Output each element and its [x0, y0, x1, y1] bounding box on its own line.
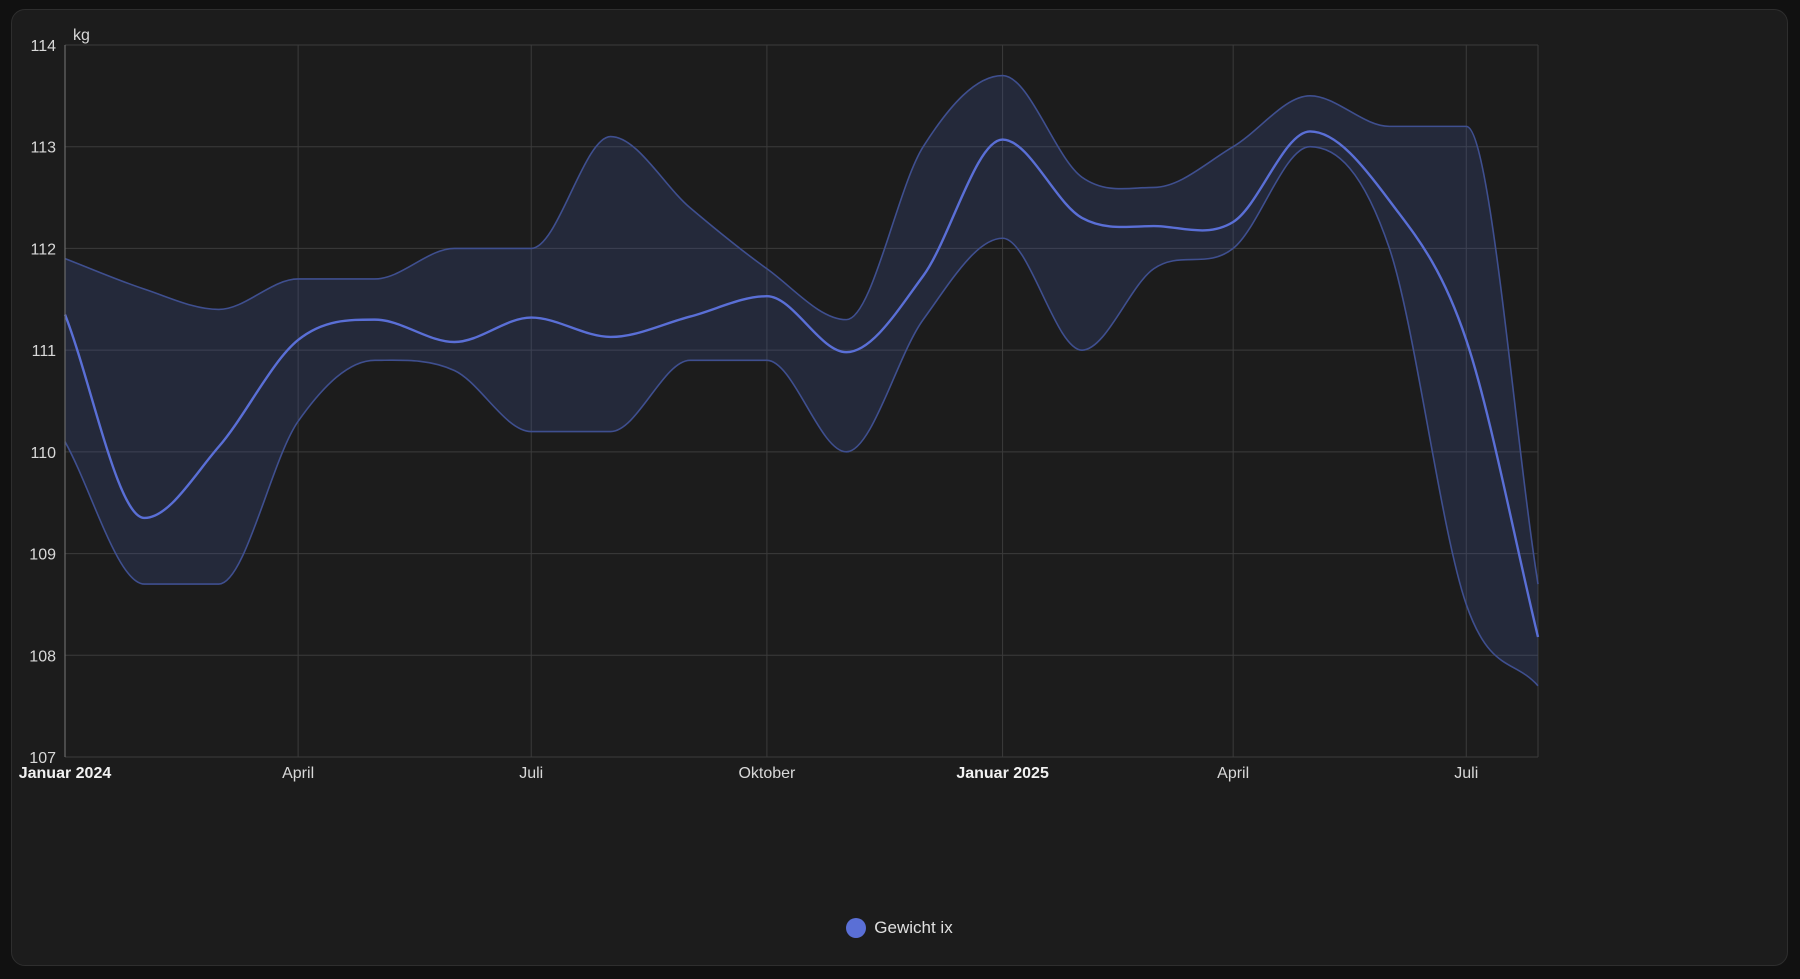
x-tick-label: April: [1217, 765, 1249, 782]
legend-swatch[interactable]: [846, 918, 867, 938]
min-max-band: [64, 74, 1539, 687]
y-tick-label: 109: [29, 547, 56, 564]
min-max-band-area: [65, 75, 1538, 686]
y-tick-label: 110: [30, 445, 56, 462]
weight-chart: 107 108 109 110 111 112 113 114 Januar 2024 April…: [19, 27, 1540, 782]
grid: [64, 44, 1539, 758]
mean-line[interactable]: [63, 130, 1540, 638]
y-axis-unit-label: kg: [73, 27, 90, 44]
y-tick-label: 112: [30, 241, 56, 258]
chart-card: 107 108 109 110 111 112 113 114 Januar 2024 April…: [11, 9, 1788, 966]
x-tick-label: Juli: [519, 765, 543, 782]
y-tick-label: 107: [29, 750, 56, 767]
y-tick-label: 113: [30, 140, 56, 157]
y-tick-label: 114: [30, 38, 56, 55]
x-tick-label: Oktober: [738, 765, 796, 782]
axes: 107 108 109 110 111 112 113 114 Januar 2024 April…: [19, 38, 1479, 782]
mean-series: [63, 130, 1540, 638]
x-tick-label: Juli: [1454, 765, 1478, 782]
x-tick-label: Januar 2025: [956, 765, 1049, 782]
legend[interactable]: Gewicht ix: [12, 918, 1787, 938]
min-line: [64, 145, 1539, 687]
y-tick-label: 111: [32, 343, 56, 360]
y-tick-label: 108: [29, 648, 56, 665]
x-tick-label: Januar 2024: [19, 765, 112, 782]
legend-label[interactable]: Gewicht ix: [874, 918, 953, 937]
x-tick-label: April: [282, 765, 314, 782]
max-line: [64, 74, 1539, 585]
